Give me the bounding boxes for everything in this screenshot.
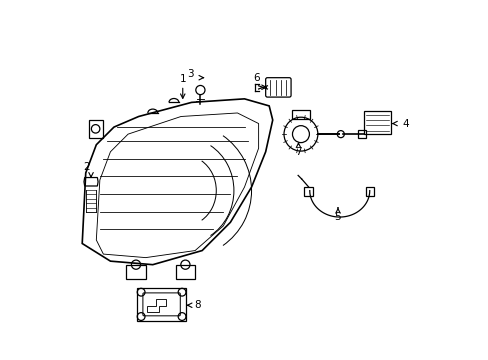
Text: 7: 7 [295, 147, 301, 157]
Text: 4: 4 [402, 118, 408, 129]
Text: 8: 8 [194, 300, 201, 310]
FancyBboxPatch shape [265, 78, 290, 97]
Text: 2: 2 [83, 162, 90, 172]
Text: 6: 6 [253, 73, 259, 83]
Text: 3: 3 [187, 69, 194, 79]
Text: 5: 5 [334, 212, 341, 222]
Text: 1: 1 [179, 75, 186, 85]
